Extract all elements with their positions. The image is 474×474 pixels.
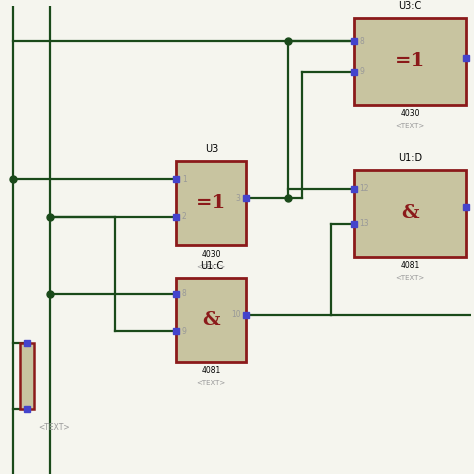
Text: 9: 9 xyxy=(359,67,365,76)
Text: 4081: 4081 xyxy=(201,366,221,375)
Text: U3:C: U3:C xyxy=(399,1,422,11)
Text: <TEXT>: <TEXT> xyxy=(197,381,226,386)
Text: U1:C: U1:C xyxy=(200,261,223,271)
Text: 4030: 4030 xyxy=(400,109,420,118)
Text: U1:D: U1:D xyxy=(398,153,422,163)
Text: 2: 2 xyxy=(182,212,187,221)
Text: 4030: 4030 xyxy=(201,249,221,258)
Bar xyxy=(176,278,246,362)
Text: U3: U3 xyxy=(205,144,218,154)
Text: 4081: 4081 xyxy=(401,261,419,270)
Bar xyxy=(354,18,466,105)
Text: =1: =1 xyxy=(196,194,227,212)
Text: <TEXT>: <TEXT> xyxy=(395,123,425,129)
Text: 8: 8 xyxy=(182,290,187,299)
Text: 10: 10 xyxy=(231,310,241,319)
Text: =1: =1 xyxy=(395,52,425,70)
Text: <TEXT>: <TEXT> xyxy=(197,264,226,270)
Text: <TEXT>: <TEXT> xyxy=(38,422,70,431)
Bar xyxy=(176,161,246,245)
Text: 1: 1 xyxy=(182,175,187,184)
Text: 12: 12 xyxy=(359,184,369,193)
Bar xyxy=(19,343,34,409)
Text: &: & xyxy=(202,310,220,328)
Bar xyxy=(354,170,466,256)
Text: <TEXT>: <TEXT> xyxy=(395,275,425,281)
Text: 8: 8 xyxy=(359,37,365,46)
Text: 13: 13 xyxy=(359,219,369,228)
Text: 9: 9 xyxy=(182,327,187,336)
Text: &: & xyxy=(401,204,419,222)
Text: 3: 3 xyxy=(236,193,241,202)
